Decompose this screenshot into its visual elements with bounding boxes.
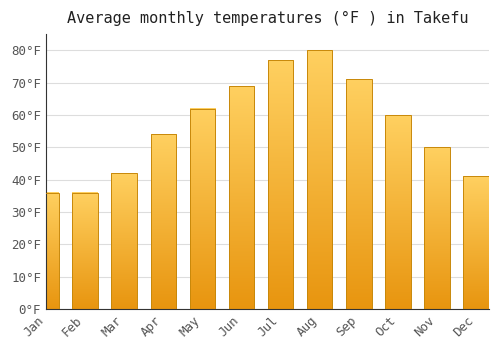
- Bar: [424, 147, 450, 309]
- Bar: [112, 173, 137, 309]
- Bar: [464, 176, 489, 309]
- Bar: [150, 134, 176, 309]
- Bar: [385, 115, 410, 309]
- Title: Average monthly temperatures (°F ) in Takefu: Average monthly temperatures (°F ) in Ta…: [66, 11, 468, 26]
- Bar: [229, 86, 254, 309]
- Bar: [268, 60, 293, 309]
- Bar: [72, 193, 98, 309]
- Bar: [34, 193, 58, 309]
- Bar: [346, 79, 372, 309]
- Bar: [190, 108, 215, 309]
- Bar: [307, 50, 332, 309]
